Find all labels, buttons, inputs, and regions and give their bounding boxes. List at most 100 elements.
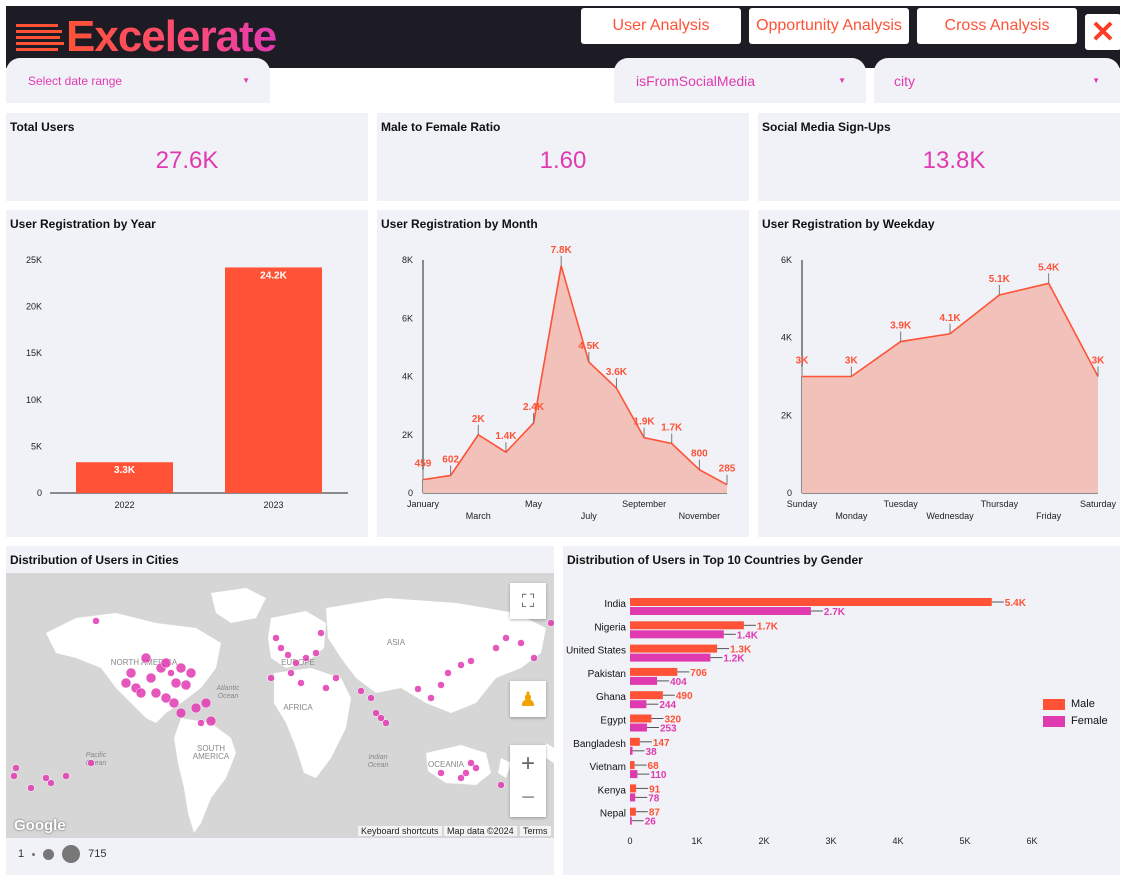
y-tick-label: 6K — [781, 255, 792, 265]
google-logo: Google — [14, 817, 66, 834]
zoom-out-icon[interactable]: − — [520, 784, 535, 811]
y-tick-label: 4K — [402, 372, 413, 382]
city-marker — [120, 677, 132, 689]
bar — [630, 676, 658, 685]
data-label: 602 — [442, 454, 459, 465]
data-label: 2.4K — [523, 402, 545, 413]
world-map[interactable]: NORTH AMERICAEUROPEASIAAFRICASOUTHAMERIC… — [6, 573, 554, 838]
city-marker — [497, 781, 505, 789]
y-tick-label: 2K — [781, 410, 792, 420]
year-chart-card: User Registration by Year 0 5K 10K 15K 20K 25… — [6, 210, 368, 537]
x-tick-label: Thursday — [981, 499, 1019, 509]
month-chart-card: User Registration by Month 0 2K 4K 6K 8K 459 6… — [377, 210, 749, 537]
city-filter[interactable]: city ▼ — [874, 58, 1120, 103]
category-label: Nepal — [600, 809, 626, 820]
chart-title: Distribution of Users in Top 10 Countrie… — [567, 553, 863, 567]
data-label: 1.7K — [661, 422, 683, 433]
kpi-title: Social Media Sign-Ups — [762, 120, 891, 134]
category-label: United States — [566, 646, 626, 657]
social-media-filter[interactable]: isFromSocialMedia ▼ — [614, 58, 866, 103]
chart-title: User Registration by Month — [381, 217, 538, 231]
city-marker — [372, 709, 380, 717]
brand-logo[interactable]: Excelerate — [16, 12, 277, 61]
bar — [630, 723, 647, 732]
category-label: Pakistan — [588, 669, 626, 680]
x-tick-label: 2023 — [263, 500, 283, 510]
nav-user-analysis-button[interactable]: User Analysis — [581, 8, 741, 44]
city-marker — [135, 687, 147, 699]
bar — [630, 598, 992, 606]
bar — [630, 667, 678, 676]
bar — [630, 691, 663, 700]
map-label: AMERICA — [193, 752, 230, 761]
x-tick-label: Monday — [835, 511, 868, 521]
zoom-in-icon[interactable]: + — [520, 750, 535, 777]
kpi-title: Total Users — [10, 120, 75, 134]
data-label: 3K — [1092, 356, 1106, 367]
city-marker — [10, 772, 18, 780]
city-marker — [175, 662, 187, 674]
city-marker — [185, 667, 197, 679]
y-tick-label: 5K — [31, 441, 42, 451]
x-tick-label: January — [407, 499, 440, 509]
x-tick-label: March — [466, 511, 491, 521]
y-tick-label: 0 — [787, 488, 792, 498]
data-label: 706 — [690, 668, 707, 679]
city-filter-label: city — [894, 72, 915, 89]
chart-title: User Registration by Weekday — [762, 217, 935, 231]
country-gender-chart-card: Distribution of Users in Top 10 Countrie… — [563, 546, 1120, 875]
map-label: Ocean — [86, 760, 107, 767]
data-label: 3.9K — [890, 321, 912, 332]
data-label: 2K — [472, 414, 486, 425]
city-marker — [190, 702, 202, 714]
area-fill — [423, 265, 727, 493]
city-marker — [530, 654, 538, 662]
month-area-chart: 0 2K 4K 6K 8K 459 602 2K 1.4K 2.4K 7.8K 4.5K 3.6K 1.9… — [402, 245, 736, 521]
street-view-icon[interactable]: ♟ — [510, 681, 546, 717]
bar — [630, 816, 632, 825]
city-marker — [205, 715, 217, 727]
continent-south-america — [174, 718, 236, 833]
map-canvas: NORTH AMERICAEUROPEASIAAFRICASOUTHAMERIC… — [10, 588, 554, 833]
chevron-down-icon: ▼ — [838, 76, 846, 85]
city-marker — [517, 639, 525, 647]
bubble-size-legend: 1 715 — [18, 845, 106, 863]
category-label: Bangladesh — [573, 739, 626, 750]
weekday-area-chart: 0 2K 4K 6K 3K 3K 3.9K 4.1K 5.1K 5.4K 3K Sunday Monda… — [781, 255, 1117, 521]
map-label: AFRICA — [283, 703, 313, 712]
city-marker — [140, 652, 152, 664]
continent-islands — [498, 743, 554, 778]
social-media-filter-label: isFromSocialMedia — [636, 72, 756, 89]
nav-opportunity-analysis-button[interactable]: Opportunity Analysis — [749, 8, 909, 44]
keyboard-shortcuts-link[interactable]: Keyboard shortcuts — [358, 826, 442, 836]
kpi-gender-ratio: Male to Female Ratio 1.60 — [377, 113, 749, 201]
data-label: 459 — [415, 459, 432, 470]
data-label: 244 — [659, 700, 676, 711]
data-label: 147 — [653, 738, 670, 749]
y-tick-label: 8K — [402, 255, 413, 265]
city-marker — [382, 719, 390, 727]
bar — [630, 630, 724, 639]
logo-wordmark: Excelerate — [66, 12, 277, 61]
data-label: 1.2K — [723, 654, 745, 665]
x-tick-label: 3K — [825, 836, 836, 846]
kpi-social-signups: Social Media Sign-Ups 13.8K — [758, 113, 1120, 201]
data-label: 1.4K — [737, 630, 759, 641]
data-label: 5.4K — [1005, 598, 1027, 609]
date-range-picker[interactable]: Select date range ▼ — [6, 58, 270, 103]
bar — [630, 653, 711, 662]
data-label: 68 — [648, 761, 660, 772]
data-label: 3.6K — [606, 367, 628, 378]
bar — [630, 746, 633, 755]
chevron-down-icon: ▼ — [1092, 76, 1100, 85]
nav-cross-analysis-button[interactable]: Cross Analysis — [917, 8, 1077, 44]
fullscreen-icon[interactable]: ⛶ — [510, 583, 546, 619]
close-icon[interactable]: ✕ — [1085, 14, 1121, 50]
map-label: Pacific — [86, 752, 107, 759]
city-marker — [167, 669, 175, 677]
terms-link[interactable]: Terms — [520, 826, 551, 836]
map-label: Atlantic — [216, 685, 240, 692]
city-marker — [160, 657, 172, 669]
data-label: 1.9K — [634, 417, 656, 428]
map-data-attribution: Map data ©2024 — [444, 826, 517, 836]
